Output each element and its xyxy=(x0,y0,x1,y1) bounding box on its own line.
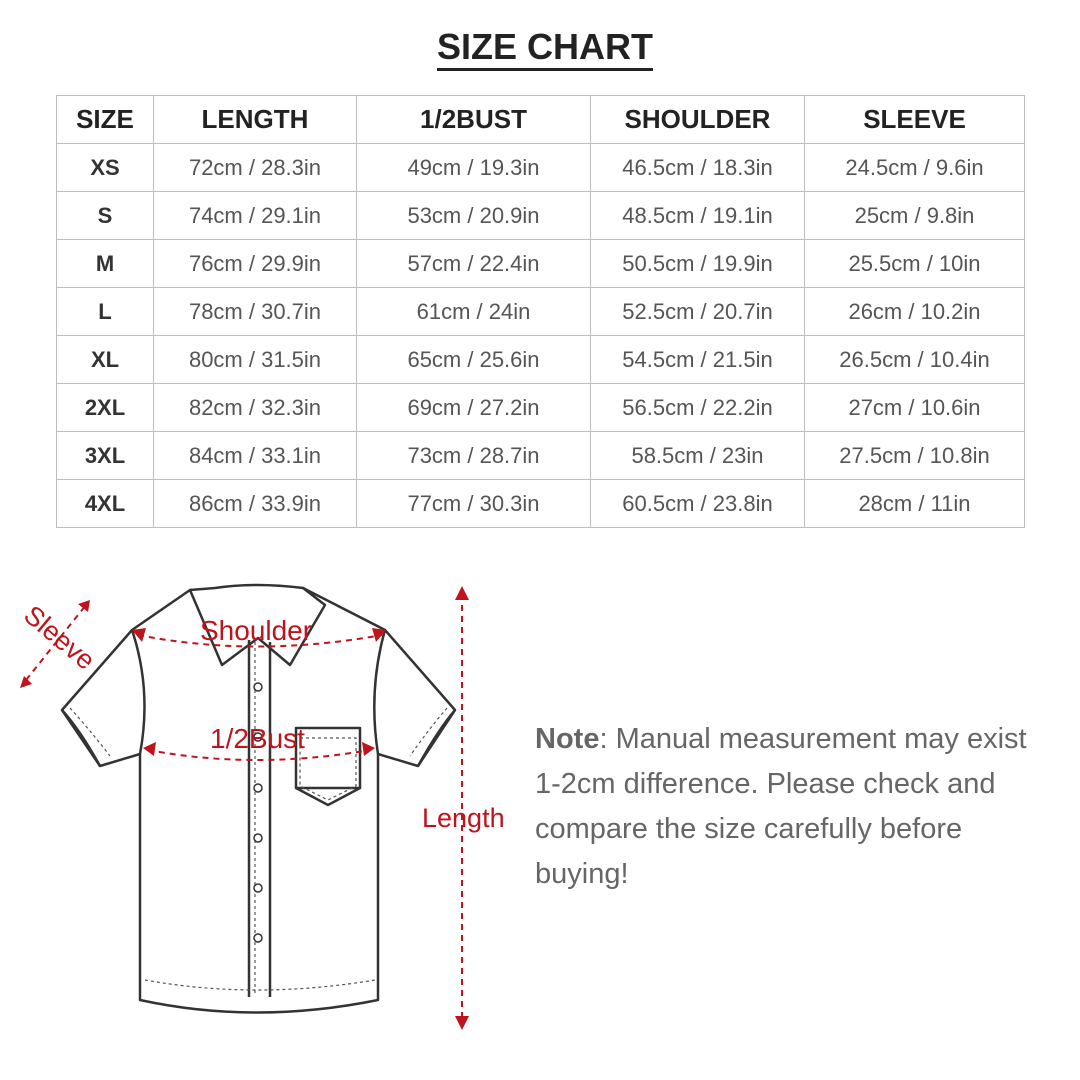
measurement-cell: 69cm / 27.2in xyxy=(356,383,591,432)
measurement-cell: 50.5cm / 19.9in xyxy=(590,239,805,288)
measurement-cell: 46.5cm / 18.3in xyxy=(590,143,805,192)
table-row: XS 72cm / 28.3in 49cm / 19.3in 46.5cm / 18.… xyxy=(56,143,1025,192)
measurement-cell: 26cm / 10.2in xyxy=(804,287,1025,336)
measurement-cell: 25.5cm / 10in xyxy=(804,239,1025,288)
measurement-cell: 25cm / 9.8in xyxy=(804,191,1025,240)
size-cell: 4XL xyxy=(56,479,154,528)
size-cell: S xyxy=(56,191,154,240)
measurement-cell: 61cm / 24in xyxy=(356,287,591,336)
column-header-shoulder: SHOULDER xyxy=(590,95,805,144)
size-table: SIZE LENGTH 1/2BUST SHOULDER SLEEVE XS 72cm /… xyxy=(56,95,1025,528)
column-header-12bust: 1/2BUST xyxy=(356,95,591,144)
size-cell: M xyxy=(56,239,154,288)
size-cell: XS xyxy=(56,143,154,192)
measurement-cell: 73cm / 28.7in xyxy=(356,431,591,480)
measurement-cell: 24.5cm / 9.6in xyxy=(804,143,1025,192)
size-cell: 2XL xyxy=(56,383,154,432)
measurement-cell: 27.5cm / 10.8in xyxy=(804,431,1025,480)
table-row: L 78cm / 30.7in 61cm / 24in 52.5cm / 20.7in… xyxy=(56,287,1025,336)
measurement-cell: 77cm / 30.3in xyxy=(356,479,591,528)
measurement-cell: 80cm / 31.5in xyxy=(153,335,357,384)
size-cell: XL xyxy=(56,335,154,384)
table-row: 4XL 86cm / 33.9in 77cm / 30.3in 60.5cm / 23… xyxy=(56,479,1025,528)
bust-label: 1/2Bust xyxy=(210,723,305,754)
measurement-cell: 76cm / 29.9in xyxy=(153,239,357,288)
measurement-cell: 48.5cm / 19.1in xyxy=(590,191,805,240)
measurement-cell: 28cm / 11in xyxy=(804,479,1025,528)
measurement-cell: 53cm / 20.9in xyxy=(356,191,591,240)
measurement-cell: 65cm / 25.6in xyxy=(356,335,591,384)
measurement-cell: 84cm / 33.1in xyxy=(153,431,357,480)
measurement-cell: 82cm / 32.3in xyxy=(153,383,357,432)
sleeve-label: Sleeve xyxy=(18,600,101,676)
measurement-cell: 78cm / 30.7in xyxy=(153,287,357,336)
column-header-sleeve: SLEEVE xyxy=(804,95,1025,144)
column-header-length: LENGTH xyxy=(153,95,357,144)
table-row: 2XL 82cm / 32.3in 69cm / 27.2in 56.5cm / 22… xyxy=(56,383,1025,432)
table-row: XL 80cm / 31.5in 65cm / 25.6in 54.5cm / 21.… xyxy=(56,335,1025,384)
table-row: S 74cm / 29.1in 53cm / 20.9in 48.5cm / 19.1… xyxy=(56,191,1025,240)
measurement-cell: 54.5cm / 21.5in xyxy=(590,335,805,384)
measurement-cell: 26.5cm / 10.4in xyxy=(804,335,1025,384)
shoulder-label: Shoulder xyxy=(200,615,312,646)
measurement-cell: 52.5cm / 20.7in xyxy=(590,287,805,336)
measurement-cell: 49cm / 19.3in xyxy=(356,143,591,192)
table-row: M 76cm / 29.9in 57cm / 22.4in 50.5cm / 19.9… xyxy=(56,239,1025,288)
page-title: SIZE CHART xyxy=(0,26,1080,71)
shirt-measurement-diagram: Shoulder 1/2Bust Length Sleeve xyxy=(18,583,505,1030)
measurement-cell: 56.5cm / 22.2in xyxy=(590,383,805,432)
measurement-cell: 72cm / 28.3in xyxy=(153,143,357,192)
measurement-cell: 60.5cm / 23.8in xyxy=(590,479,805,528)
size-cell: 3XL xyxy=(56,431,154,480)
measurement-cell: 58.5cm / 23in xyxy=(590,431,805,480)
table-header-row: SIZE LENGTH 1/2BUST SHOULDER SLEEVE xyxy=(56,95,1025,144)
note-text: Note: Manual measurement may exist 1-2cm… xyxy=(535,723,1027,890)
measurement-cell: 74cm / 29.1in xyxy=(153,191,357,240)
measurement-cell: 86cm / 33.9in xyxy=(153,479,357,528)
size-cell: L xyxy=(56,287,154,336)
shirt-outline-icon xyxy=(60,583,457,1014)
length-label: Length xyxy=(422,803,505,833)
column-header-size: SIZE xyxy=(56,95,154,144)
table-row: 3XL 84cm / 33.1in 73cm / 28.7in 58.5cm / 23… xyxy=(56,431,1025,480)
measurement-cell: 57cm / 22.4in xyxy=(356,239,591,288)
measurement-cell: 27cm / 10.6in xyxy=(804,383,1025,432)
